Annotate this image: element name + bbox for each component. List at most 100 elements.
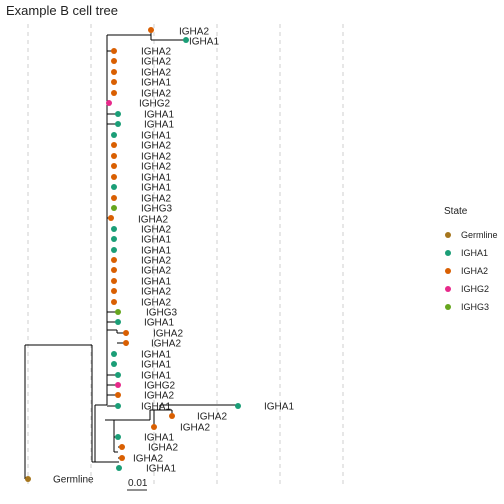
tip-point [119,444,125,450]
legend-label: IGHA1 [461,248,489,258]
tip-label: IGHA1 [144,433,174,444]
tip-label: IGHA2 [141,194,171,205]
legend-title: State [444,206,468,217]
tip-point [111,299,117,305]
tip-label: IGHA1 [146,464,176,475]
tip-label: IGHA1 [141,183,171,194]
tip-point [111,48,117,54]
tip-label: IGHA2 [148,443,178,454]
tip-label: IGHA1 [189,37,219,48]
tip-point [111,361,117,367]
tip-point [115,434,121,440]
tip-point [169,413,175,419]
tip-point [123,330,129,336]
tip-point [106,100,112,106]
tip-point [115,382,121,388]
tip-label: IGHA2 [141,57,171,68]
tip-point [111,184,117,190]
tip-label: IGHA1 [144,110,174,121]
legend-swatch [445,286,451,292]
legend-item: IGHA1 [444,244,498,262]
tip-point [111,278,117,284]
legend-item: IGHA2 [444,262,498,280]
tip-point [111,142,117,148]
tip-point [111,288,117,294]
tree-tips [25,27,241,482]
tip-point [25,476,31,482]
legend-swatch [445,268,451,274]
tip-label: IGHA2 [180,423,210,434]
tip-label: IGHA1 [141,360,171,371]
tip-label: IGHA2 [141,298,171,309]
legend-label: IGHG3 [461,302,490,312]
tip-point [111,257,117,263]
tip-label: IGHG3 [141,204,173,215]
tip-point [111,90,117,96]
tip-point [111,58,117,64]
tip-point [148,27,154,33]
tip-label: IGHG2 [139,99,171,110]
legend-item: IGHG3 [444,298,498,316]
scale-bar-label: 0.01 [128,478,148,489]
tip-point [115,309,121,315]
tip-label: IGHA2 [141,47,171,58]
tip-label: IGHA2 [141,266,171,277]
tip-label: IGHA2 [141,152,171,163]
legend: State Germline IGHA1 IGHA2 IGHG2 IGHG3 [444,206,498,316]
tip-point [111,205,117,211]
tip-label: IGHA1 [144,318,174,329]
tip-label: IGHA1 [144,120,174,131]
tip-point [111,195,117,201]
tip-point [111,226,117,232]
scale-bar: 0.01 [127,478,148,491]
tip-label: IGHA1 [141,277,171,288]
tip-labels: IGHA2IGHA1IGHA2IGHA2IGHA2IGHA1IGHA2IGHG2… [53,27,294,486]
tip-point [115,372,121,378]
tip-point [235,403,241,409]
tip-label: IGHA2 [138,215,168,226]
tip-point [111,132,117,138]
tip-label: IGHA1 [141,246,171,257]
tip-point [115,319,121,325]
legend-label: IGHG2 [461,284,490,294]
tip-label: IGHA1 [141,402,171,413]
legend-swatch [445,232,451,238]
tip-label: IGHG3 [146,308,178,319]
tip-point [111,153,117,159]
tip-label: IGHA1 [264,402,294,413]
tip-point [151,424,157,430]
gridlines [27,24,344,486]
tip-point [111,351,117,357]
tip-point [115,111,121,117]
tip-point [111,69,117,75]
tip-label: IGHA2 [133,454,163,465]
tip-label: IGHA2 [141,68,171,79]
tip-label: IGHA1 [141,350,171,361]
legend-item: IGHG2 [444,280,498,298]
tip-point [108,215,114,221]
tip-point [111,267,117,273]
tip-label: IGHA1 [141,371,171,382]
legend-swatch [445,304,451,310]
legend-label: Germline [461,230,498,240]
tip-point [111,163,117,169]
tip-point [115,403,121,409]
tip-label: IGHA1 [141,173,171,184]
tree-branches [24,30,238,479]
tip-label: IGHA2 [153,329,183,340]
tip-point [111,174,117,180]
legend-label: IGHA2 [461,266,489,276]
tip-label: IGHA2 [151,339,181,350]
legend-item: Germline [444,226,498,244]
tip-label: IGHA2 [197,412,227,423]
tip-label: IGHA2 [141,287,171,298]
legend-swatch [445,250,451,256]
tip-label: IGHA1 [141,235,171,246]
tip-label: Germline [53,475,94,486]
tip-label: IGHA2 [141,141,171,152]
tip-point [116,465,122,471]
tip-label: IGHA2 [141,89,171,100]
tip-label: IGHA2 [141,162,171,173]
tip-point [111,247,117,253]
